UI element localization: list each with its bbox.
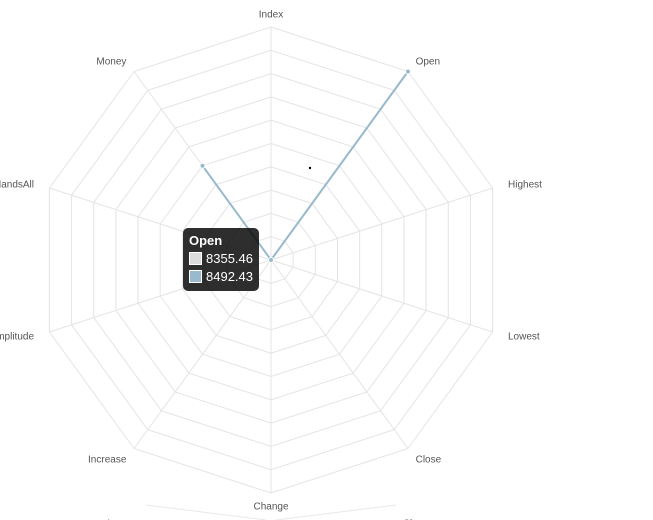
axis-label-index: Index (259, 10, 283, 21)
tooltip-swatch-1 (189, 252, 202, 265)
tooltip-title: Open (189, 233, 223, 248)
axis-label-open: Open (416, 56, 440, 67)
axis-label-lowest: Lowest (508, 332, 540, 343)
axis-labels: Index Open Highest Lowest Close Change Increas… (0, 10, 542, 520)
axis-label-extra-increase: Increase (107, 519, 146, 520)
second-chart-edge-1 (145, 504, 267, 520)
tooltip-swatch-2 (189, 270, 202, 283)
series-layer (199, 68, 411, 263)
grid-spoke (133, 259, 272, 449)
second-chart-edge-2 (275, 504, 397, 520)
tooltip-row-2: 8492.43 (189, 269, 253, 284)
stray-dot (308, 166, 312, 170)
grid-spoke (270, 187, 493, 261)
axis-label-highest: Highest (508, 179, 542, 190)
series-2-point[interactable] (199, 162, 206, 169)
axis-label-change: Change (253, 502, 288, 513)
tooltip-value-1: 8355.46 (206, 251, 253, 266)
series-2-point[interactable] (404, 68, 411, 75)
grid-spoke (270, 259, 493, 333)
tooltip: Open 8355.46 8492.43 (183, 228, 259, 291)
axis-label-increase: Increase (88, 455, 127, 466)
tooltip-row-1: 8355.46 (189, 251, 253, 266)
axis-label-amplitude: Amplitude (0, 332, 34, 343)
series-2-point[interactable] (268, 257, 274, 263)
axis-label-money: Money (96, 56, 126, 67)
axis-label-close: Close (416, 455, 442, 466)
grid-spoke (270, 259, 409, 449)
tooltip-value-2: 8492.43 (206, 269, 253, 284)
axis-label-extra-close: Close (403, 519, 429, 520)
axis-label-handsall: HandsAll (0, 179, 34, 190)
